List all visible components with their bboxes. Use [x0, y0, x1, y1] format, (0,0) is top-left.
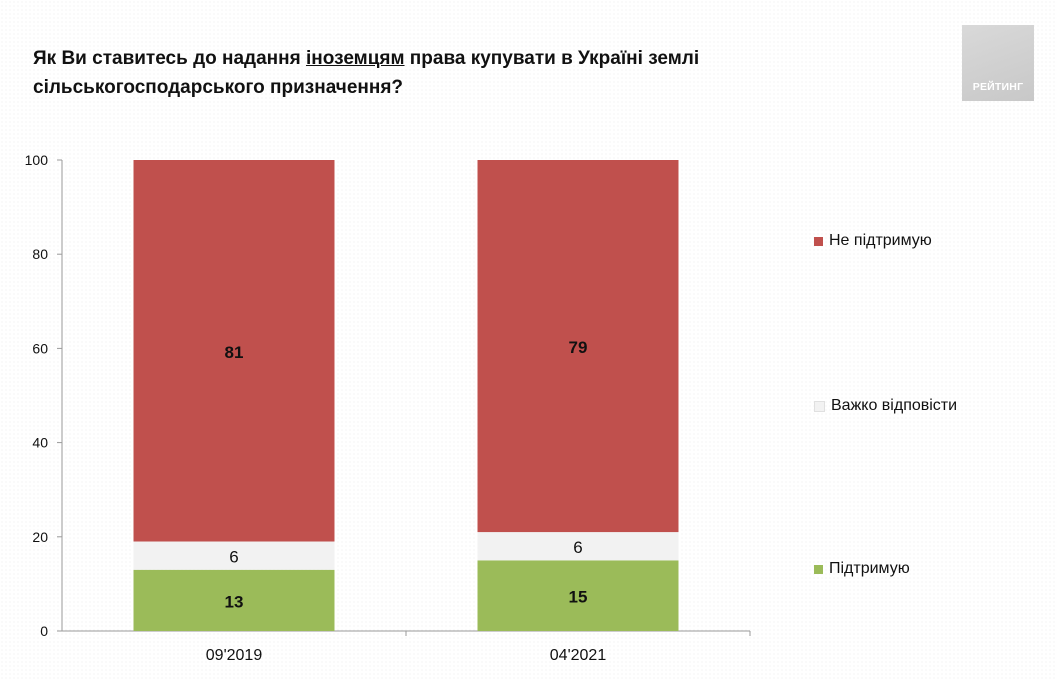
title-part-2: права купувати в Україні землі сільськог…: [33, 48, 700, 98]
data-label-support: 15: [569, 588, 588, 607]
bar-not-support: [477, 160, 679, 533]
legend-item-hard-to-say: Важко відповісти: [814, 397, 957, 415]
y-tick-label: 100: [25, 152, 49, 168]
legend-item-not-support: Не підтримую: [814, 232, 932, 250]
legend-label-support: Підтримую: [829, 560, 910, 577]
logo-text: РЕЙТИНГ: [972, 81, 1024, 93]
legend-swatch-support: [814, 564, 823, 574]
bar-hard-to-say: [477, 532, 679, 561]
rating-logo: РЕЙТИНГ: [962, 25, 1034, 101]
data-label-not-support: 79: [569, 338, 588, 357]
y-tick-label: 20: [32, 529, 48, 545]
bar-support: [477, 560, 679, 631]
legend-label-hard-to-say: Важко відповісти: [831, 397, 958, 414]
y-tick-label: 0: [40, 623, 48, 639]
title-underlined-word: іноземцям: [306, 48, 405, 69]
data-label-hard-to-say: 6: [229, 548, 238, 567]
chart-title: Як Ви ставитесь до надання іноземцям пра…: [33, 44, 793, 102]
x-category-label: 09'2019: [206, 647, 263, 664]
data-label-support: 13: [225, 592, 244, 611]
legend-item-support: Підтримую: [814, 560, 910, 578]
bar-not-support: [133, 160, 335, 542]
x-category-label: 04'2021: [550, 647, 607, 664]
data-label-not-support: 81: [225, 343, 244, 362]
legend-swatch-hard-to-say: [814, 400, 825, 412]
legend-swatch-not-support: [814, 236, 823, 246]
title-part-1: Як Ви ставитесь до надання: [33, 48, 307, 69]
y-tick-label: 60: [32, 340, 48, 356]
legend-label-not-support: Не підтримую: [829, 232, 932, 249]
bar-hard-to-say: [133, 541, 335, 570]
bar-support: [133, 569, 335, 631]
y-tick-label: 80: [32, 246, 48, 262]
y-tick-label: 40: [32, 435, 48, 451]
data-label-hard-to-say: 6: [573, 538, 582, 557]
